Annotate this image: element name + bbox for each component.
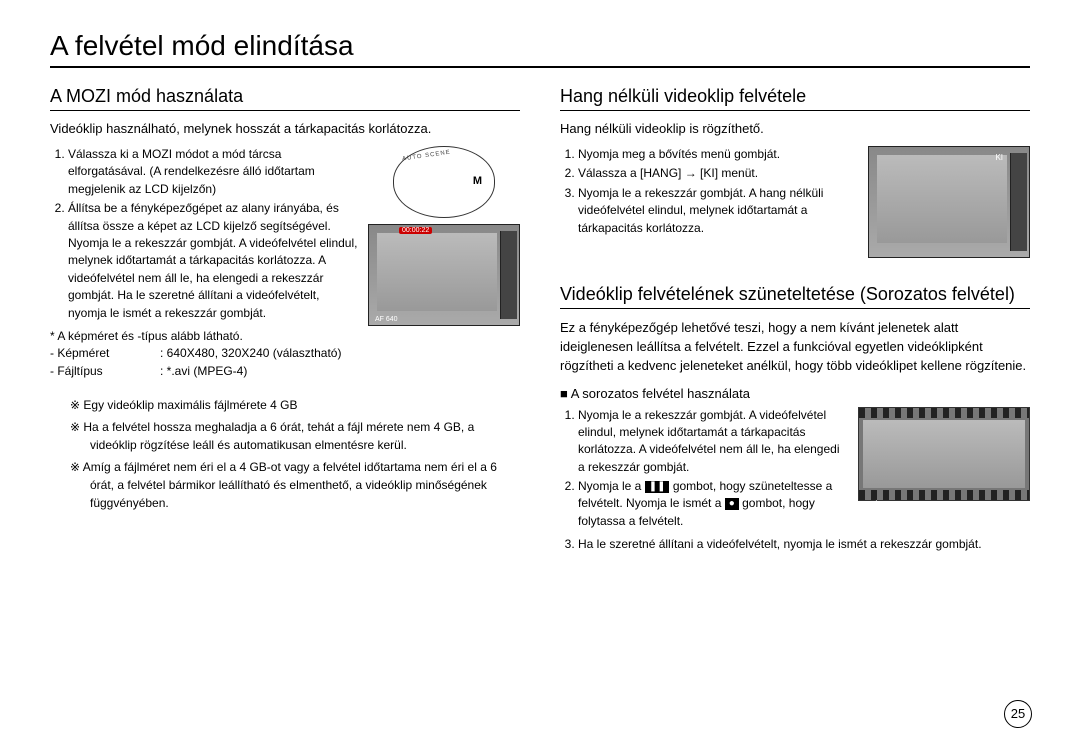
filmstrip-illustration: Stop Shutter 00:00:13 (858, 407, 1030, 501)
mozi-intro: Videóklip használható, melynek hosszát a… (50, 121, 520, 136)
spec-size-label: - Képméret (50, 345, 160, 362)
page-title: A felvétel mód elindítása (50, 30, 1030, 68)
silent-step-1: Nyomja meg a bővítés menü gombját. (578, 146, 858, 163)
mozi-note-2: ※ Ha a felvétel hossza meghaladja a 6 ór… (70, 418, 520, 454)
silent-step-2: Válassza a [HANG] → [KI] menüt. (578, 165, 858, 182)
mozi-note-1: ※ Egy videóklip maximális fájlmérete 4 G… (70, 396, 520, 414)
pause-para: Ez a fényképezőgép lehetővé teszi, hogy … (560, 319, 1030, 376)
spec-note: * A képméret és -típus alább látható. (50, 328, 358, 345)
lcd-preview-illustration: 00:00:22 AF 640 (368, 224, 520, 326)
pause-icon: ❚❚ (645, 481, 670, 493)
mozi-step-2: Állítsa be a fényképezőgépet az alany ir… (68, 200, 358, 322)
mode-dial-illustration (393, 146, 495, 218)
section-title-pause: Videóklip felvételének szüneteltetése (S… (560, 284, 1030, 309)
section-title-silent: Hang nélküli videoklip felvétele (560, 86, 1030, 111)
pause-step-1: Nyomja le a rekeszzár gombját. A videófe… (578, 407, 848, 477)
right-column: Hang nélküli videoklip felvétele Hang né… (560, 86, 1030, 556)
pause-subheading: ■ A sorozatos felvétel használata (560, 386, 1030, 401)
pause-steps: Nyomja le a rekeszzár gombját. A videófe… (560, 407, 848, 533)
lcd-af-label: AF 640 (375, 316, 398, 323)
spec-type-label: - Fájltípus (50, 363, 160, 380)
mozi-note-3: ※ Amíg a fájlméret nem éri el a 4 GB-ot … (70, 458, 520, 512)
lcd-rec-time: 00:00:22 (399, 227, 432, 234)
silent-lcd-label: KI (995, 153, 1003, 162)
silent-step-3: Nyomja le a rekeszzár gombját. A hang né… (578, 185, 858, 237)
page-number: 25 (1004, 700, 1032, 728)
pause-step-3: Ha le szeretné állítani a videófelvételt… (578, 536, 1030, 553)
mozi-steps: Válassza ki a MOZI módot a mód tárcsa el… (50, 146, 358, 380)
mozi-step-1: Válassza ki a MOZI módot a mód tárcsa el… (68, 146, 358, 198)
record-icon: ● (725, 498, 739, 510)
silent-lcd-illustration: KI (868, 146, 1030, 258)
silent-steps: Nyomja meg a bővítés menü gombját. Válas… (560, 146, 858, 239)
left-column: A MOZI mód használata Videóklip használh… (50, 86, 520, 556)
spec-type-value: : *.avi (MPEG-4) (160, 363, 247, 380)
silent-intro: Hang nélküli videoklip is rögzíthető. (560, 121, 1030, 136)
filmstrip-caption: Stop Shutter 00:00:13 (865, 495, 933, 502)
pause-step-2: Nyomja le a ❚❚ gombot, hogy szüneteltess… (578, 478, 848, 530)
pause-step-2a: Nyomja le a (578, 479, 645, 493)
spec-size-value: : 640X480, 320X240 (választható) (160, 345, 341, 362)
section-title-mozi: A MOZI mód használata (50, 86, 520, 111)
